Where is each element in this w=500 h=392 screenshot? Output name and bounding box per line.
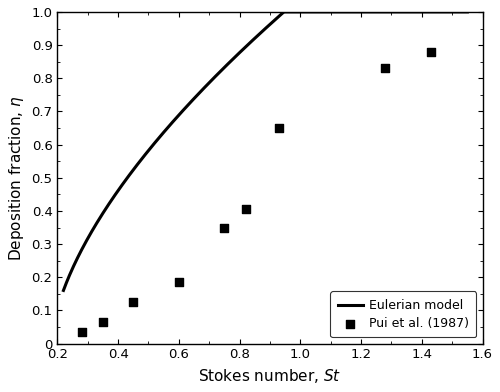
Pui et al. (1987): [275, 125, 283, 131]
Pui et al. (1987): [78, 329, 86, 335]
Pui et al. (1987): [220, 224, 228, 230]
Pui et al. (1987): [175, 279, 183, 285]
Eulerian model: [220, 66, 226, 71]
Eulerian model: [355, 9, 361, 14]
Pui et al. (1987): [427, 49, 435, 55]
Line: Eulerian model: Eulerian model: [64, 12, 468, 290]
Pui et al. (1987): [99, 319, 107, 325]
Eulerian model: [60, 288, 66, 293]
Pui et al. (1987): [242, 206, 250, 212]
Pui et al. (1987): [382, 65, 390, 71]
Eulerian model: [192, 95, 198, 100]
Eulerian model: [281, 9, 287, 14]
Legend: Eulerian model, Pui et al. (1987): Eulerian model, Pui et al. (1987): [330, 291, 476, 338]
Y-axis label: Deposition fraction, $\eta$: Deposition fraction, $\eta$: [7, 95, 26, 261]
Eulerian model: [353, 9, 359, 14]
Eulerian model: [109, 197, 115, 202]
X-axis label: Stokes number, $St$: Stokes number, $St$: [198, 367, 342, 385]
Eulerian model: [464, 9, 470, 14]
Pui et al. (1987): [130, 299, 138, 305]
Eulerian model: [316, 9, 322, 14]
